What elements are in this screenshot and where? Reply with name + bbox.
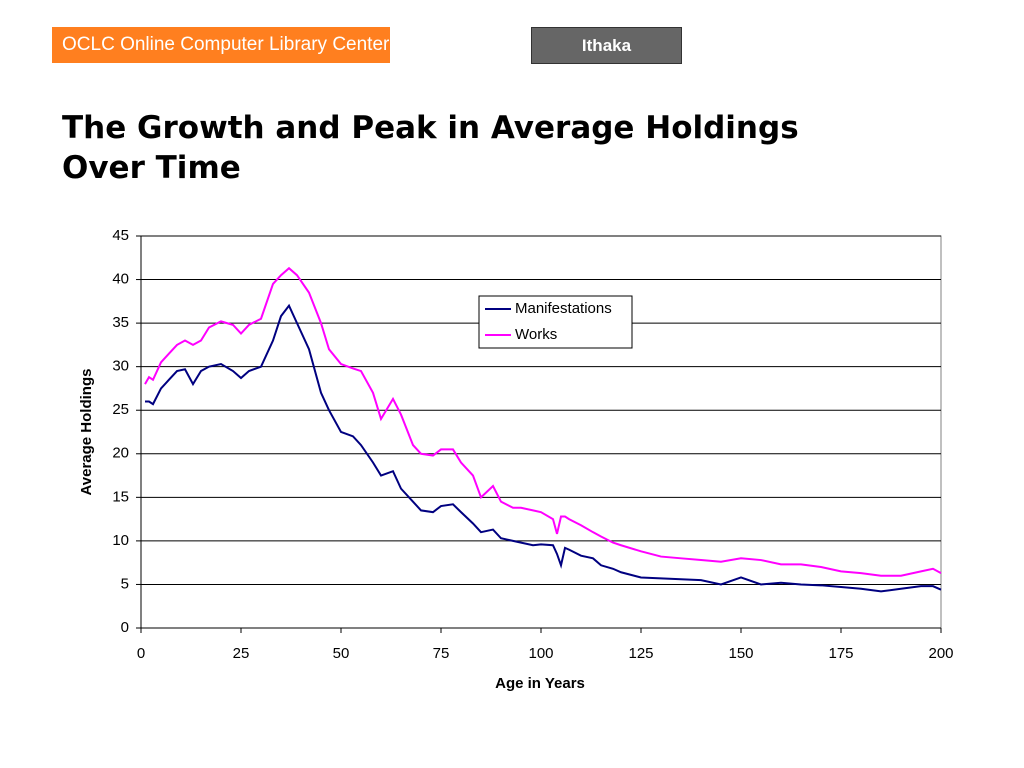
- y-tick-label: 15: [112, 488, 129, 505]
- x-tick-label: 75: [433, 645, 450, 662]
- legend: [478, 295, 633, 349]
- legend-label: Works: [515, 326, 557, 343]
- y-tick-label: 45: [112, 227, 129, 244]
- y-tick-label: 5: [121, 575, 129, 592]
- x-tick-label: 0: [137, 645, 145, 662]
- x-tick-label: 25: [233, 645, 250, 662]
- plot-area: [140, 235, 942, 629]
- x-tick-label: 125: [628, 645, 653, 662]
- y-axis-label: Average Holdings: [78, 369, 95, 496]
- y-tick-label: 20: [112, 445, 129, 462]
- y-tick-label: 0: [121, 619, 129, 636]
- slide-title: The Growth and Peak in Average Holdings …: [62, 110, 799, 186]
- line-series: [145, 303, 942, 593]
- line-series: [144, 266, 942, 577]
- badge: Ithaka: [531, 27, 682, 64]
- x-axis-label: Age in Years: [495, 675, 585, 692]
- legend-label: Manifestations: [515, 300, 612, 317]
- y-tick-label: 30: [112, 358, 129, 375]
- y-tick-label: 10: [112, 532, 129, 549]
- x-tick-label: 50: [333, 645, 350, 662]
- x-tick-label: 100: [528, 645, 553, 662]
- y-tick-label: 35: [112, 314, 129, 331]
- y-tick-label: 40: [112, 271, 129, 288]
- x-tick-label: 150: [728, 645, 753, 662]
- y-tick-label: 25: [112, 401, 129, 418]
- x-tick-label: 200: [928, 645, 953, 662]
- x-tick-label: 175: [828, 645, 853, 662]
- logo: OCLC Online Computer Library Center: [52, 27, 390, 63]
